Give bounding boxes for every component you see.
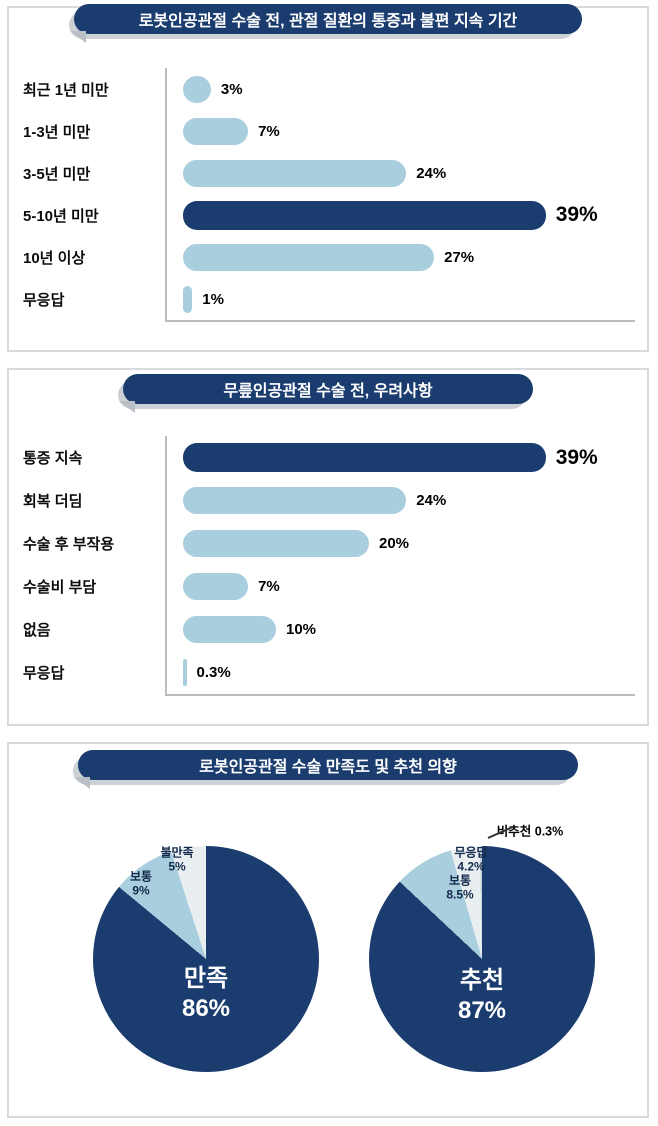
panel-concerns: 무릎인공관절 수술 전, 우려사항 통증 지속 39% 회복 더딤 24% 수술 후 부… bbox=[7, 368, 649, 726]
panel-title-text: 무릎인공관절 수술 전, 우려사항 bbox=[223, 383, 433, 400]
bar-category-label: 1-3년 미만 bbox=[23, 123, 91, 141]
bar-row: 통증 지속 39% bbox=[23, 436, 635, 479]
bar-plot-area: 7% bbox=[165, 565, 635, 608]
bar-category-label: 없음 bbox=[23, 622, 51, 639]
bar-row: 3-5년 미만 24% bbox=[23, 152, 635, 194]
bar-value-label: 20% bbox=[379, 535, 410, 552]
pie-slice-label-chucheon: 추천 87% bbox=[457, 967, 507, 1024]
bar-row: 5-10년 미만 39% bbox=[23, 194, 635, 236]
panel-title-text: 로봇인공관절 수술 만족도 및 추천 의향 bbox=[199, 759, 457, 776]
bar-row: 10년 이상 27% bbox=[23, 236, 635, 278]
bar-plot-area: 39% bbox=[165, 436, 635, 479]
pie-satisfaction bbox=[93, 846, 319, 1072]
bar-value-label: 39% bbox=[555, 203, 598, 226]
bar-row: 수술 후 부작용 20% bbox=[23, 522, 635, 565]
bar-value-label: 7% bbox=[258, 578, 280, 595]
bar bbox=[183, 443, 546, 472]
bar-value-label: 10% bbox=[286, 621, 317, 638]
bar-plot-area: 7% bbox=[165, 110, 635, 152]
pie-recommendation bbox=[369, 846, 595, 1072]
bar bbox=[183, 243, 435, 271]
bar-category-label: 5-10년 미만 bbox=[23, 207, 99, 225]
pie-slice-label-botong-left: 보통 9% bbox=[129, 869, 153, 898]
bar-category-label: 무응답 bbox=[23, 291, 65, 309]
bar-value-label: 7% bbox=[258, 122, 280, 140]
bar bbox=[183, 487, 407, 514]
panel-duration: 로봇인공관절 수술 전, 관절 질환의 통증과 불편 지속 기간 최근 1년 미… bbox=[7, 4, 649, 352]
bar bbox=[183, 285, 193, 313]
bar bbox=[183, 117, 249, 145]
bar-plot-area: 1% bbox=[165, 278, 635, 320]
bar-row: 수술비 부담 7% bbox=[23, 565, 635, 608]
bar-category-label: 회복 더딤 bbox=[23, 493, 83, 510]
bar-plot-area: 3% bbox=[165, 68, 635, 110]
bar-value-label: 24% bbox=[416, 492, 447, 509]
bar-row: 무응답 1% bbox=[23, 278, 635, 320]
panel-satisfaction: 로봇인공관절 수술 만족도 및 추천 의향 불만족 5% 보통 9% 만족 86… bbox=[7, 742, 649, 1118]
bar bbox=[183, 200, 546, 230]
bar-category-label: 최근 1년 미만 bbox=[23, 81, 109, 99]
bar-row: 없음 10% bbox=[23, 608, 635, 651]
bar-value-label: 39% bbox=[555, 445, 598, 469]
bar-category-label: 무응답 bbox=[23, 665, 65, 682]
bar-value-label: 27% bbox=[444, 248, 475, 266]
bar-plot-area: 20% bbox=[165, 522, 635, 565]
pie-slice-label-botong-right: 보통 8.5% bbox=[446, 873, 474, 902]
panel-title-satisfaction: 로봇인공관절 수술 만족도 및 추천 의향 bbox=[74, 750, 578, 789]
bar-category-label: 수술 후 부작용 bbox=[23, 536, 115, 553]
bar-category-label: 통증 지속 bbox=[23, 450, 83, 467]
bar-value-label: 0.3% bbox=[196, 664, 231, 681]
x-axis-line bbox=[165, 694, 635, 696]
bar-row: 1-3년 미만 7% bbox=[23, 110, 635, 152]
bar-plot-area: 0.3% bbox=[165, 651, 635, 694]
bar bbox=[183, 659, 187, 686]
bar-category-label: 10년 이상 bbox=[23, 249, 86, 267]
bar-value-label: 24% bbox=[416, 164, 447, 182]
bar-plot-area: 27% bbox=[165, 236, 635, 278]
bar bbox=[183, 159, 407, 187]
bar-value-label: 3% bbox=[220, 80, 243, 98]
bar bbox=[183, 573, 249, 600]
bar-plot-area: 24% bbox=[165, 479, 635, 522]
bar-plot-area: 39% bbox=[165, 194, 635, 236]
bar-value-label: 1% bbox=[202, 290, 224, 308]
bar-category-label: 수술비 부담 bbox=[23, 579, 97, 596]
x-axis-line bbox=[165, 320, 635, 322]
bar-row: 최근 1년 미만 3% bbox=[23, 68, 635, 110]
pie-slice-label-manjok: 만족 86% bbox=[181, 965, 231, 1022]
bar-chart-concerns: 통증 지속 39% 회복 더딤 24% 수술 후 부작용 20% 수술비 부담 7% 없음 10%… bbox=[23, 436, 635, 696]
bar-category-label: 3-5년 미만 bbox=[23, 165, 91, 183]
panel-title-concerns: 무릎인공관절 수술 전, 우려사항 bbox=[119, 374, 533, 413]
pie-slice-label-mueungdap: 무응답 4.2% bbox=[454, 845, 488, 874]
panel-title-text: 로봇인공관절 수술 전, 관절 질환의 통증과 불편 지속 기간 bbox=[138, 13, 518, 30]
bar bbox=[183, 616, 276, 643]
bar-plot-area: 10% bbox=[165, 608, 635, 651]
bar bbox=[183, 75, 211, 103]
bar bbox=[183, 530, 369, 557]
bar-row: 무응답 0.3% bbox=[23, 651, 635, 694]
pie-slice-label-bulmanjok: 불만족 5% bbox=[160, 845, 194, 874]
bar-row: 회복 더딤 24% bbox=[23, 479, 635, 522]
bar-plot-area: 24% bbox=[165, 152, 635, 194]
panel-title-duration: 로봇인공관절 수술 전, 관절 질환의 통증과 불편 지속 기간 bbox=[70, 4, 582, 43]
bar-chart-duration: 최근 1년 미만 3% 1-3년 미만 7% 3-5년 미만 24% 5-10년 미만 39%… bbox=[23, 68, 635, 322]
